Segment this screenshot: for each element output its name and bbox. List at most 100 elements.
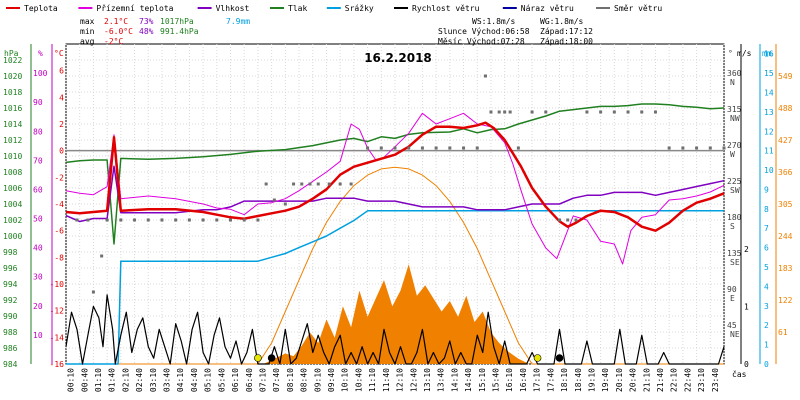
solar-area — [263, 264, 530, 364]
tick-temp: 2 — [59, 120, 64, 129]
tick-mm: 9 — [764, 185, 769, 194]
tick-pct: 10 — [33, 331, 43, 340]
wind-dir-point — [300, 182, 304, 186]
wind-dir-point — [215, 218, 219, 222]
tick-mm: 12 — [764, 127, 774, 136]
tick-temp: -6 — [54, 227, 64, 236]
tick-temp: -8 — [54, 253, 64, 262]
wind-dir-point — [530, 110, 534, 114]
wind-dir-point — [119, 218, 123, 222]
tick-time: 08:10 — [286, 368, 295, 392]
info-moon-rise: Měsíc Východ:07:28 — [438, 37, 525, 46]
tick-time: 09:10 — [313, 368, 322, 392]
tick-time: 07:40 — [272, 368, 281, 392]
sun-moon-marker — [555, 354, 564, 362]
tick-dir-name: W — [730, 150, 735, 159]
tick-time: 19:40 — [601, 368, 610, 392]
tick-temp: -2 — [54, 173, 64, 182]
wind-dir-point — [558, 218, 561, 222]
wind-dir-point — [489, 110, 493, 114]
tick-mm: 1 — [764, 341, 769, 350]
legend-item: Srážky — [345, 4, 374, 13]
solar-theoretical-line — [66, 166, 724, 365]
wind-dir-point — [653, 110, 657, 114]
legend: Teplota Přízemní teplota Vlhkost Tlak Srážky… — [6, 4, 662, 13]
sun-moon-marker — [254, 354, 262, 362]
wind-dir-point — [272, 198, 276, 202]
wind-series — [65, 294, 725, 365]
tick-hpa: 1016 — [3, 104, 22, 113]
tick-hpa: 986 — [3, 344, 18, 353]
wind-dir-point — [105, 218, 109, 222]
tick-time: 02:40 — [135, 368, 144, 392]
tick-mm: 16 — [764, 50, 774, 59]
wind-dir-point — [187, 218, 191, 222]
tick-dir-name: E — [730, 294, 735, 303]
wind-dir-point — [475, 146, 479, 150]
tick-mm: 2 — [764, 321, 769, 330]
series-layer — [65, 74, 726, 365]
tick-time: 05:10 — [204, 368, 213, 392]
stats-block: max 2.1°C 73% 1017hPa 7.9mm min -6.0°C 48% 991.4… — [80, 17, 593, 46]
tick-dir: 360 — [727, 69, 742, 78]
tick-mm: 10 — [764, 166, 774, 175]
tick-hpa: 1010 — [3, 152, 22, 161]
wind-dir-point — [201, 218, 205, 222]
stats-label: avg — [80, 37, 95, 46]
wind-dir-point — [681, 146, 685, 150]
wind-dir-point — [599, 110, 603, 114]
wind-dir-point — [434, 146, 438, 150]
tick-solar: 366 — [778, 168, 793, 177]
tick-dir: 270 — [727, 141, 742, 150]
tick-time: 21:40 — [656, 368, 665, 392]
tick-hpa: 992 — [3, 296, 18, 305]
wind-dir-point — [264, 182, 268, 186]
tick-hpa: 990 — [3, 312, 18, 321]
tick-time: 03:10 — [149, 368, 158, 392]
tick-time: 12:40 — [409, 368, 418, 392]
tick-time: 07:10 — [258, 368, 267, 392]
tick-pct: 70 — [33, 156, 43, 165]
tick-pct: 20 — [33, 302, 43, 311]
tick-mm: 5 — [764, 263, 769, 272]
tick-time: 06:40 — [245, 368, 254, 392]
stats-hum: 73% — [139, 17, 154, 26]
tick-hpa: 984 — [3, 360, 18, 369]
tick-pct: 40 — [33, 244, 43, 253]
wind-dir-point — [516, 146, 520, 150]
tick-hpa: 1014 — [3, 120, 22, 129]
tick-time: 23:40 — [711, 368, 720, 392]
tick-hpa: 1002 — [3, 216, 22, 225]
tick-wind: 2 — [744, 245, 749, 254]
tick-time: 19:10 — [587, 368, 596, 392]
tick-time: 12:10 — [396, 368, 405, 392]
tick-hpa: 1022 — [3, 56, 22, 65]
tick-hpa: 998 — [3, 248, 18, 257]
tick-hpa: 1004 — [3, 200, 22, 209]
stats-temp: -6.0°C — [104, 27, 133, 36]
tick-time: 20:10 — [615, 368, 624, 392]
tick-time: 18:10 — [560, 368, 569, 392]
tick-wind: 1 — [744, 302, 749, 311]
wind-dir-point — [379, 146, 383, 150]
wind-dir-point — [483, 74, 487, 78]
tick-dir-name: SW — [730, 186, 740, 195]
legend-item: Přízemní teplota — [96, 4, 173, 13]
wind-dir-point — [86, 218, 90, 222]
wind-dir-point — [626, 110, 630, 114]
wind-dir-point — [229, 218, 232, 222]
info-moon-set: Západ:18:00 — [540, 37, 593, 46]
tick-time: 15:40 — [492, 368, 501, 392]
info-sun-rise: Slunce Východ:06:58 — [438, 27, 530, 36]
tick-hpa: 996 — [3, 264, 18, 273]
tick-dir-name: S — [730, 222, 735, 231]
tick-mm: 0 — [764, 360, 769, 369]
tick-time: 04:40 — [190, 368, 199, 392]
tick-time: 03:40 — [163, 368, 172, 392]
tick-dir-name: NW — [730, 114, 740, 123]
axis-label-temp: °C — [54, 49, 64, 58]
tick-temp: 4 — [59, 93, 64, 102]
stats-temp: 2.1°C — [104, 17, 128, 26]
axes-layer: hPa% °C9849869889909929949969981000100210… — [3, 44, 793, 392]
